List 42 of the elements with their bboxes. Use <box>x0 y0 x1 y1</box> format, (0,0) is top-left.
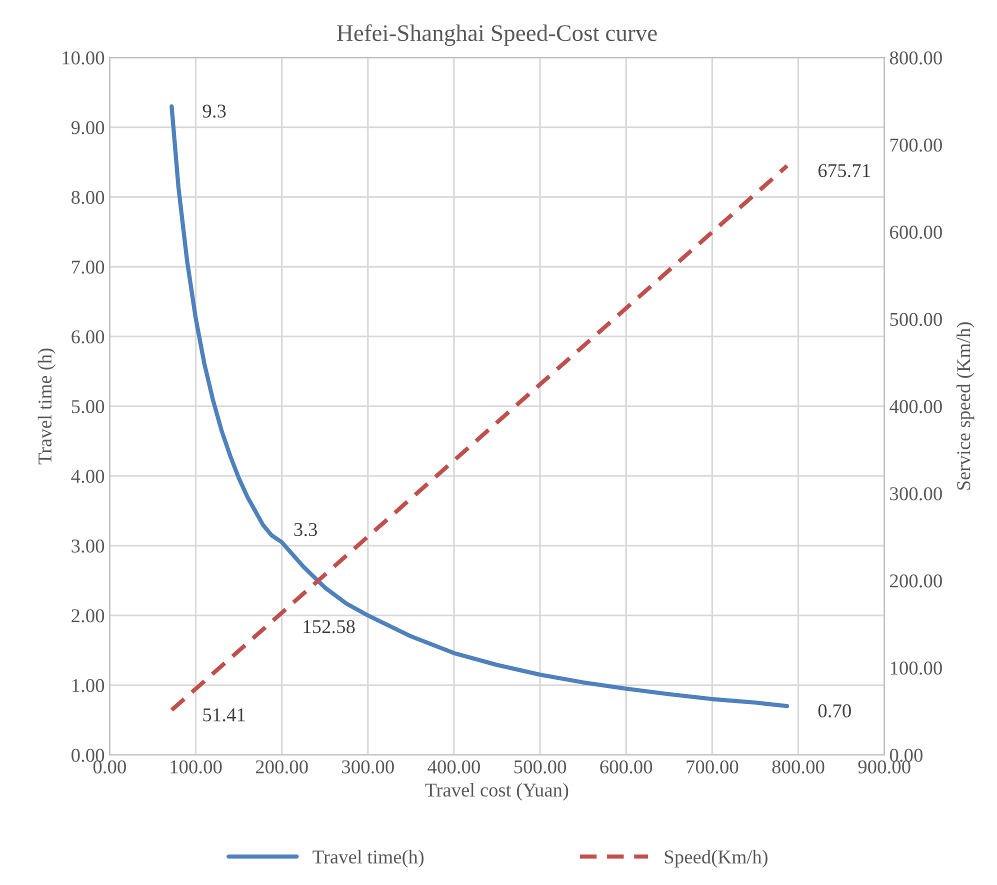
y-tick-label: 0.00 <box>72 748 104 762</box>
x-axis-title: Travel cost (Yuan) <box>425 782 568 801</box>
y2-axis-title: Service speed (Km/h) <box>956 322 974 490</box>
y-tick-label: 9.00 <box>71 121 104 134</box>
x-tick-label: 900.00 <box>858 760 910 774</box>
y-axis-title: Travel time (h) <box>38 348 56 464</box>
data-label: 3.3 <box>294 523 317 536</box>
y2-tick-label: 600.00 <box>890 226 942 239</box>
x-tick-label: 300.00 <box>342 760 394 774</box>
y-tick-label: 8.00 <box>72 190 104 204</box>
x-tick-label: 700.00 <box>686 760 738 774</box>
x-tick-label: 100.00 <box>170 760 222 774</box>
y-tick-label: 5.00 <box>72 400 104 414</box>
x-tick-label: 0.00 <box>93 760 126 774</box>
data-label: 675.71 <box>818 164 870 178</box>
x-tick-label: 400.00 <box>428 760 480 774</box>
y-tick-label: 3.00 <box>72 540 104 553</box>
data-label: 152.58 <box>304 620 355 634</box>
y2-tick-label: 300.00 <box>890 487 942 500</box>
y-tick-label: 6.00 <box>72 330 104 344</box>
y2-tick-label: 500.00 <box>890 312 942 326</box>
x-tick-label: 500.00 <box>514 760 566 774</box>
x-tick-label: 600.00 <box>600 760 652 774</box>
y-tick-label: 4.00 <box>71 470 104 483</box>
y2-tick-label: 400.00 <box>890 400 942 414</box>
y-tick-label: 2.00 <box>72 609 104 622</box>
x-tick-label: 200.00 <box>256 760 308 774</box>
y-tick-label: 7.00 <box>72 260 104 274</box>
data-label: 9.3 <box>202 104 226 118</box>
y2-tick-label: 0.00 <box>890 748 922 762</box>
y-tick-label: 1.00 <box>72 678 104 692</box>
data-label: 0.70 <box>818 704 851 718</box>
y2-tick-label: 700.00 <box>890 138 942 152</box>
x-tick-label: 800.00 <box>772 760 824 774</box>
legend-label: Travel time(h) <box>312 850 424 868</box>
y2-tick-label: 200.00 <box>890 574 942 588</box>
y2-tick-label: 100.00 <box>890 662 942 675</box>
legend-label: Speed(Km/h) <box>664 850 768 868</box>
y2-tick-label: 800.00 <box>890 51 942 65</box>
y-tick-label: 10.00 <box>62 51 104 65</box>
chart-title: Hefei-Shanghai Speed-Cost curve <box>337 24 657 46</box>
data-label: 51.41 <box>203 708 245 722</box>
